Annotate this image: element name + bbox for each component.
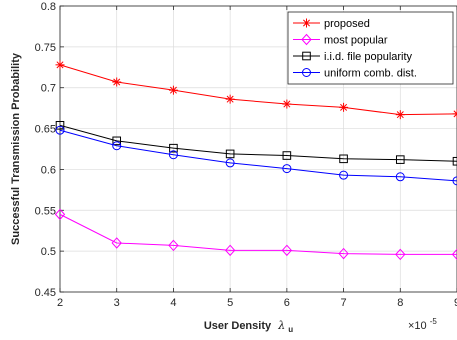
- x-axis-label-subscript: u: [288, 325, 293, 334]
- series-asterisk: [55, 60, 457, 120]
- x-tick-label: 3: [114, 297, 120, 309]
- data-series: [54, 60, 457, 261]
- diamond-marker: [54, 208, 66, 221]
- diamond-marker: [224, 244, 236, 257]
- asterisk-marker: [395, 110, 405, 120]
- circle-marker: [282, 164, 292, 174]
- axis-ticks: 2 3 4 5 6 7 8 9 0.45 0.5 0.55 0.6 0.65 0.7 0.75 0.8: [35, 1, 457, 309]
- y-tick-label: 0.75: [35, 42, 56, 54]
- legend-label: proposed: [324, 18, 370, 30]
- series-line: [59, 64, 457, 116]
- asterisk-marker: [339, 102, 349, 112]
- series-diamond: [54, 208, 457, 261]
- square-marker: [55, 121, 65, 130]
- circle-marker: [225, 158, 235, 168]
- y-axis-label: Successful Transmission Probability: [10, 52, 22, 245]
- y-tick-label: 0.65: [35, 124, 56, 136]
- square-marker: [339, 154, 348, 164]
- square-marker: [169, 143, 178, 153]
- x-axis-label-text: User Density: [204, 320, 272, 332]
- square-marker: [395, 155, 405, 164]
- x-tick-label: 7: [341, 297, 347, 309]
- x-tick-label: 2: [57, 297, 63, 309]
- x-axis-multiplier-base: ×10: [408, 320, 427, 332]
- legend-item: i.i.d. file popularity: [293, 51, 413, 63]
- square-marker: [112, 136, 122, 146]
- x-axis-label-symbol: λ: [277, 319, 285, 332]
- circle-marker: [452, 176, 457, 186]
- square-marker: [452, 156, 457, 166]
- square-marker: [225, 149, 235, 159]
- x-tick-label: 4: [170, 297, 176, 309]
- y-tick-label: 0.8: [41, 1, 56, 13]
- square-marker: [302, 51, 311, 61]
- x-axis-multiplier: ×10 -5: [408, 317, 437, 332]
- asterisk-marker: [112, 77, 122, 87]
- diamond-marker: [395, 248, 406, 261]
- asterisk-marker: [302, 18, 311, 28]
- x-tick-label: 5: [227, 297, 233, 309]
- series-line: [59, 129, 457, 182]
- circle-marker: [395, 172, 405, 182]
- series-line: [59, 213, 457, 255]
- x-tick-label: 9: [454, 297, 457, 309]
- square-marker: [282, 151, 292, 160]
- x-tick-label: 8: [397, 297, 403, 309]
- circle-marker: [112, 141, 122, 151]
- asterisk-marker: [452, 109, 457, 119]
- diamond-marker: [451, 248, 457, 261]
- diamond-marker: [281, 244, 293, 257]
- legend-label: most popular: [324, 35, 388, 47]
- series-circle: [55, 125, 457, 186]
- legend-item: proposed: [293, 18, 370, 30]
- asterisk-marker: [55, 60, 65, 70]
- circle-marker: [168, 150, 178, 160]
- y-tick-label: 0.55: [35, 205, 56, 217]
- y-tick-label: 0.45: [35, 287, 56, 299]
- y-tick-label: 0.6: [41, 164, 56, 176]
- plot-area-frame: [59, 5, 457, 293]
- legend-item: uniform comb. dist.: [293, 68, 417, 80]
- series-square: [55, 121, 457, 166]
- series-line: [59, 124, 457, 162]
- y-tick-label: 0.7: [41, 83, 56, 95]
- diamond-marker: [168, 239, 179, 252]
- legend: proposed most popular i.i.d. file populari…: [287, 11, 454, 85]
- diamond-marker: [301, 33, 312, 46]
- legend-label: i.i.d. file popularity: [324, 51, 413, 63]
- circle-marker: [339, 170, 349, 180]
- circle-marker: [55, 125, 65, 135]
- diamond-marker: [338, 247, 349, 260]
- legend-item: most popular: [293, 33, 388, 47]
- y-tick-label: 0.5: [41, 246, 56, 258]
- x-tick-label: 6: [284, 297, 290, 309]
- x-axis-label: User Density λ u: [204, 319, 293, 334]
- asterisk-marker: [225, 94, 235, 104]
- legend-label: uniform comb. dist.: [324, 68, 417, 80]
- asterisk-marker: [282, 99, 292, 109]
- x-axis-multiplier-exponent: -5: [430, 317, 438, 326]
- asterisk-marker: [168, 85, 178, 95]
- circle-marker: [302, 68, 311, 77]
- diamond-marker: [111, 237, 122, 249]
